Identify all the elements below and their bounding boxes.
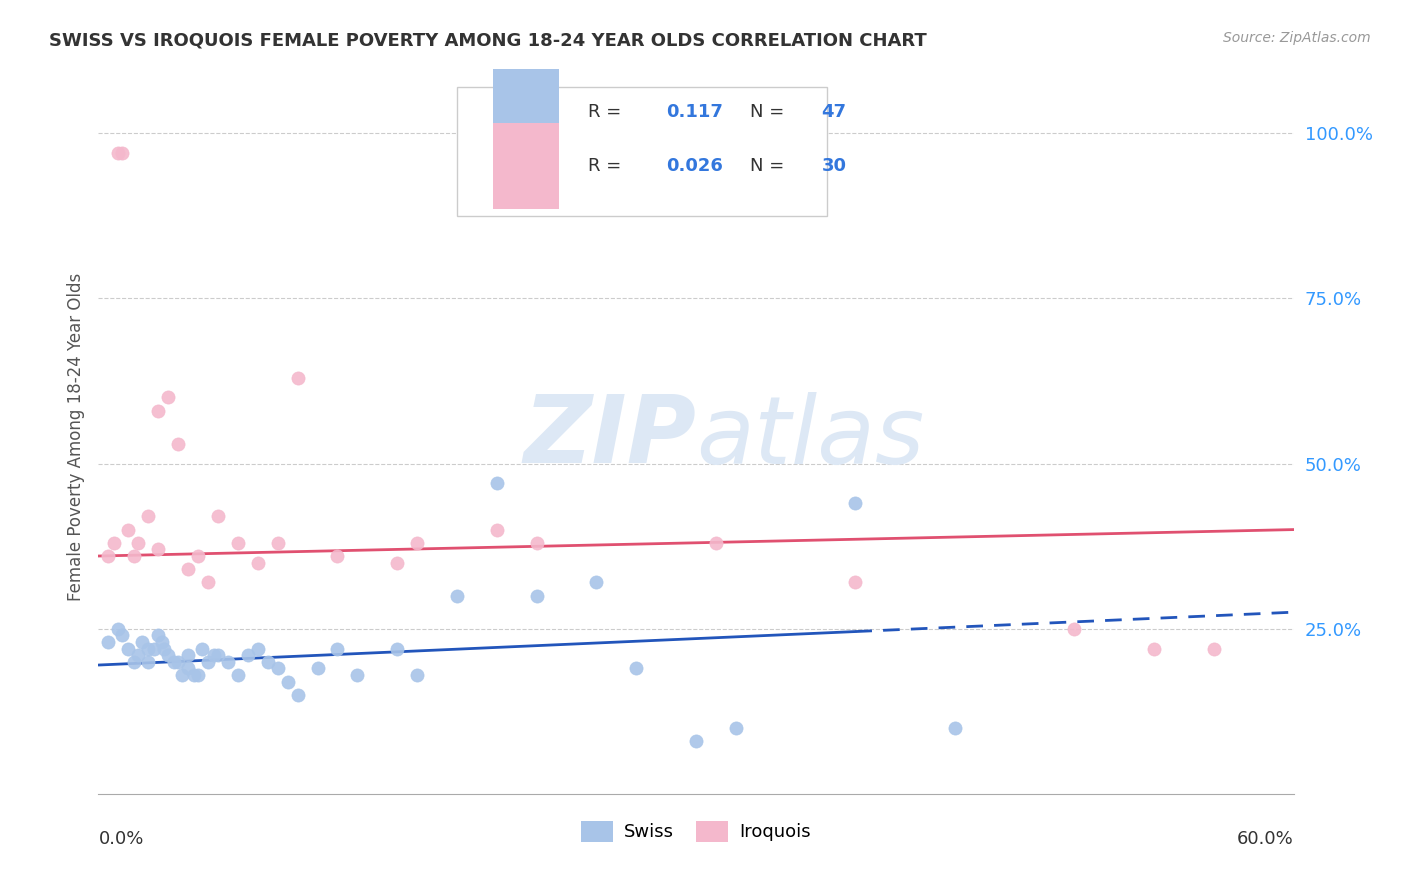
Point bbox=[526, 536, 548, 550]
Point bbox=[226, 536, 249, 550]
Point bbox=[148, 628, 170, 642]
Point bbox=[191, 641, 214, 656]
Text: atlas: atlas bbox=[696, 392, 924, 483]
Point bbox=[326, 549, 349, 563]
Point bbox=[131, 635, 153, 649]
Point bbox=[107, 145, 129, 160]
Point bbox=[287, 370, 309, 384]
Point bbox=[226, 668, 249, 682]
Point bbox=[217, 655, 239, 669]
Point bbox=[136, 641, 159, 656]
Point bbox=[177, 661, 200, 675]
Point bbox=[246, 641, 269, 656]
Text: SWISS VS IROQUOIS FEMALE POVERTY AMONG 18-24 YEAR OLDS CORRELATION CHART: SWISS VS IROQUOIS FEMALE POVERTY AMONG 1… bbox=[49, 31, 927, 49]
Point bbox=[267, 536, 290, 550]
Point bbox=[685, 734, 707, 748]
Point bbox=[197, 655, 219, 669]
Text: 47: 47 bbox=[821, 103, 846, 121]
Point bbox=[326, 641, 349, 656]
Point bbox=[1063, 622, 1085, 636]
Point bbox=[157, 648, 180, 662]
Point bbox=[111, 145, 134, 160]
Point bbox=[385, 641, 409, 656]
Point bbox=[148, 542, 170, 557]
Point bbox=[183, 668, 205, 682]
Point bbox=[704, 536, 727, 550]
Text: Source: ZipAtlas.com: Source: ZipAtlas.com bbox=[1223, 31, 1371, 45]
Point bbox=[111, 628, 134, 642]
Point bbox=[127, 536, 149, 550]
Text: 0.117: 0.117 bbox=[666, 103, 723, 121]
Point bbox=[406, 536, 429, 550]
Point bbox=[167, 436, 190, 450]
Point bbox=[346, 668, 368, 682]
Point bbox=[307, 661, 329, 675]
Legend: Swiss, Iroquois: Swiss, Iroquois bbox=[574, 814, 818, 849]
Point bbox=[446, 589, 468, 603]
Point bbox=[97, 549, 120, 563]
Point bbox=[148, 403, 170, 417]
Point bbox=[107, 622, 129, 636]
Point bbox=[197, 575, 219, 590]
Point bbox=[844, 496, 866, 510]
Text: R =: R = bbox=[589, 157, 627, 175]
Text: ZIP: ZIP bbox=[523, 391, 696, 483]
Point bbox=[844, 575, 866, 590]
Point bbox=[1143, 641, 1166, 656]
Point bbox=[202, 648, 225, 662]
Point bbox=[236, 648, 259, 662]
Point bbox=[167, 655, 190, 669]
Text: N =: N = bbox=[749, 157, 790, 175]
Point bbox=[267, 661, 290, 675]
Point bbox=[485, 523, 508, 537]
Point bbox=[124, 549, 146, 563]
Text: N =: N = bbox=[749, 103, 790, 121]
Point bbox=[277, 674, 299, 689]
Point bbox=[136, 655, 159, 669]
Point bbox=[526, 589, 548, 603]
Point bbox=[172, 668, 194, 682]
Point bbox=[103, 536, 125, 550]
Text: 0.026: 0.026 bbox=[666, 157, 723, 175]
Y-axis label: Female Poverty Among 18-24 Year Olds: Female Poverty Among 18-24 Year Olds bbox=[66, 273, 84, 601]
FancyBboxPatch shape bbox=[494, 123, 558, 209]
Point bbox=[207, 509, 229, 524]
Text: R =: R = bbox=[589, 103, 627, 121]
Point bbox=[153, 641, 176, 656]
Point bbox=[724, 721, 747, 735]
Point bbox=[177, 562, 200, 576]
FancyBboxPatch shape bbox=[457, 87, 827, 216]
Point bbox=[246, 556, 269, 570]
Point bbox=[943, 721, 966, 735]
Point bbox=[117, 523, 139, 537]
Point bbox=[127, 648, 149, 662]
FancyBboxPatch shape bbox=[494, 70, 558, 155]
Point bbox=[1202, 641, 1225, 656]
Point bbox=[626, 661, 648, 675]
Point bbox=[150, 635, 173, 649]
Point bbox=[117, 641, 139, 656]
Point bbox=[187, 668, 209, 682]
Point bbox=[585, 575, 607, 590]
Point bbox=[256, 655, 278, 669]
Point bbox=[124, 655, 146, 669]
Point bbox=[207, 648, 229, 662]
Text: 60.0%: 60.0% bbox=[1237, 830, 1294, 847]
Point bbox=[157, 391, 180, 405]
Point bbox=[97, 635, 120, 649]
Text: 30: 30 bbox=[821, 157, 846, 175]
Point bbox=[187, 549, 209, 563]
Point bbox=[385, 556, 409, 570]
Text: 0.0%: 0.0% bbox=[98, 830, 143, 847]
Point bbox=[143, 641, 166, 656]
Point bbox=[136, 509, 159, 524]
Point bbox=[485, 476, 508, 491]
Point bbox=[287, 688, 309, 702]
Point bbox=[406, 668, 429, 682]
Point bbox=[177, 648, 200, 662]
Point bbox=[163, 655, 186, 669]
